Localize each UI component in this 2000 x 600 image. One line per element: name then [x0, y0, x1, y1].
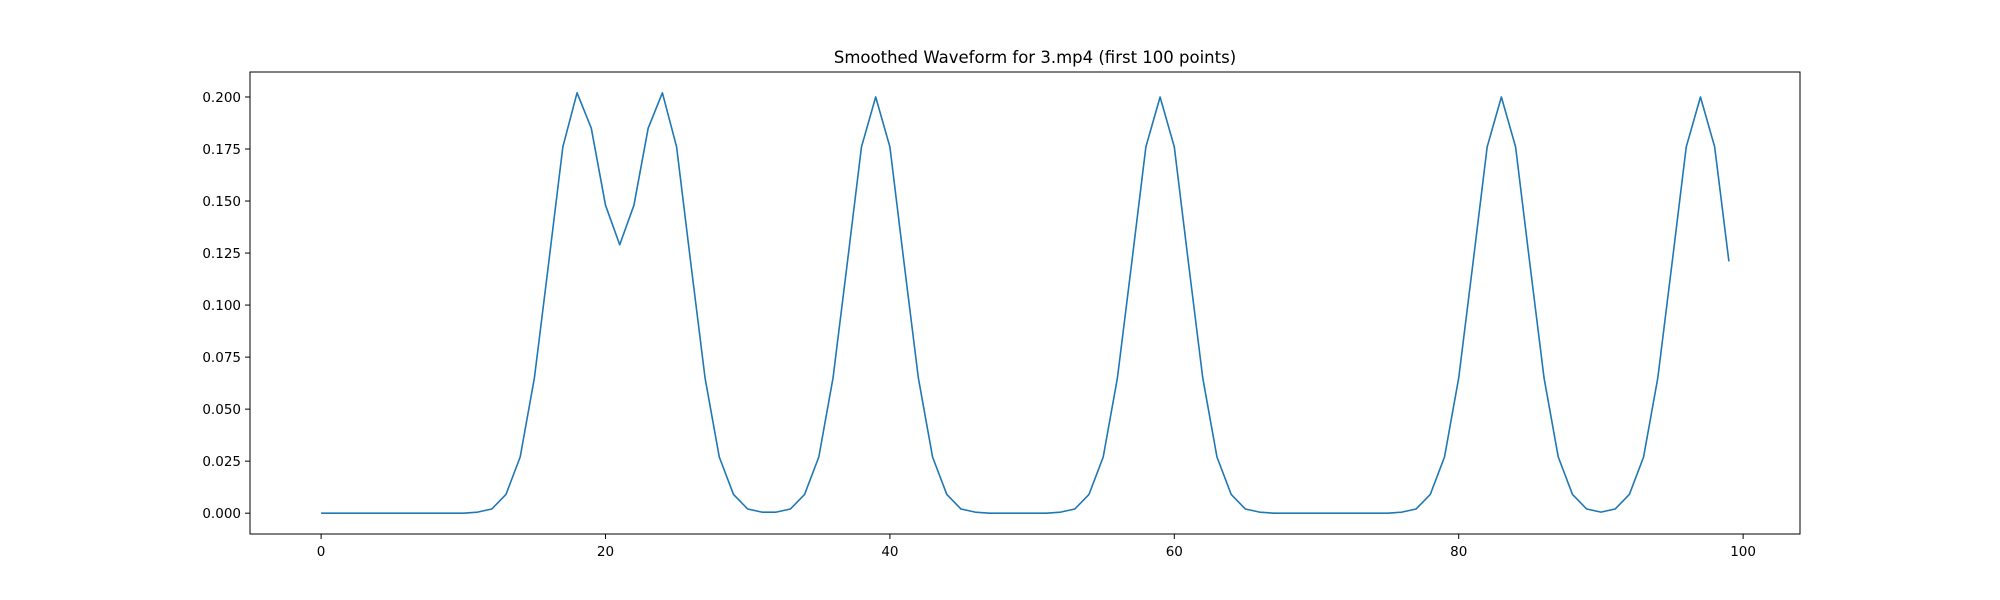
- y-tick-label: 0.000: [202, 506, 241, 522]
- y-axis-ticks: 0.000 0.025 0.050 0.075 0.100 0.125 0.150 0.175…: [202, 90, 250, 522]
- x-tick-label: 20: [597, 544, 614, 560]
- y-tick-label: 0.200: [202, 90, 241, 106]
- chart-title: Smoothed Waveform for 3.mp4 (first 100 p…: [834, 48, 1236, 67]
- y-tick-label: 0.125: [202, 246, 241, 262]
- plot-frame: [249, 71, 1801, 535]
- x-axis-ticks: 0 20 40 60 80 100: [317, 534, 1756, 560]
- y-tick-label: 0.100: [202, 298, 241, 314]
- x-tick-label: 0: [317, 544, 326, 560]
- x-tick-label: 80: [1450, 544, 1467, 560]
- plot-series: [321, 92, 1730, 514]
- y-tick-label: 0.150: [202, 194, 241, 210]
- y-tick-label: 0.175: [202, 142, 241, 158]
- y-tick-label: 0.075: [202, 350, 241, 366]
- x-tick-label: 40: [881, 544, 898, 560]
- waveform-series-line: [321, 92, 1730, 514]
- y-tick-label: 0.050: [202, 402, 241, 418]
- y-tick-label: 0.025: [202, 454, 241, 470]
- x-tick-label: 100: [1730, 544, 1756, 560]
- x-tick-label: 60: [1166, 544, 1183, 560]
